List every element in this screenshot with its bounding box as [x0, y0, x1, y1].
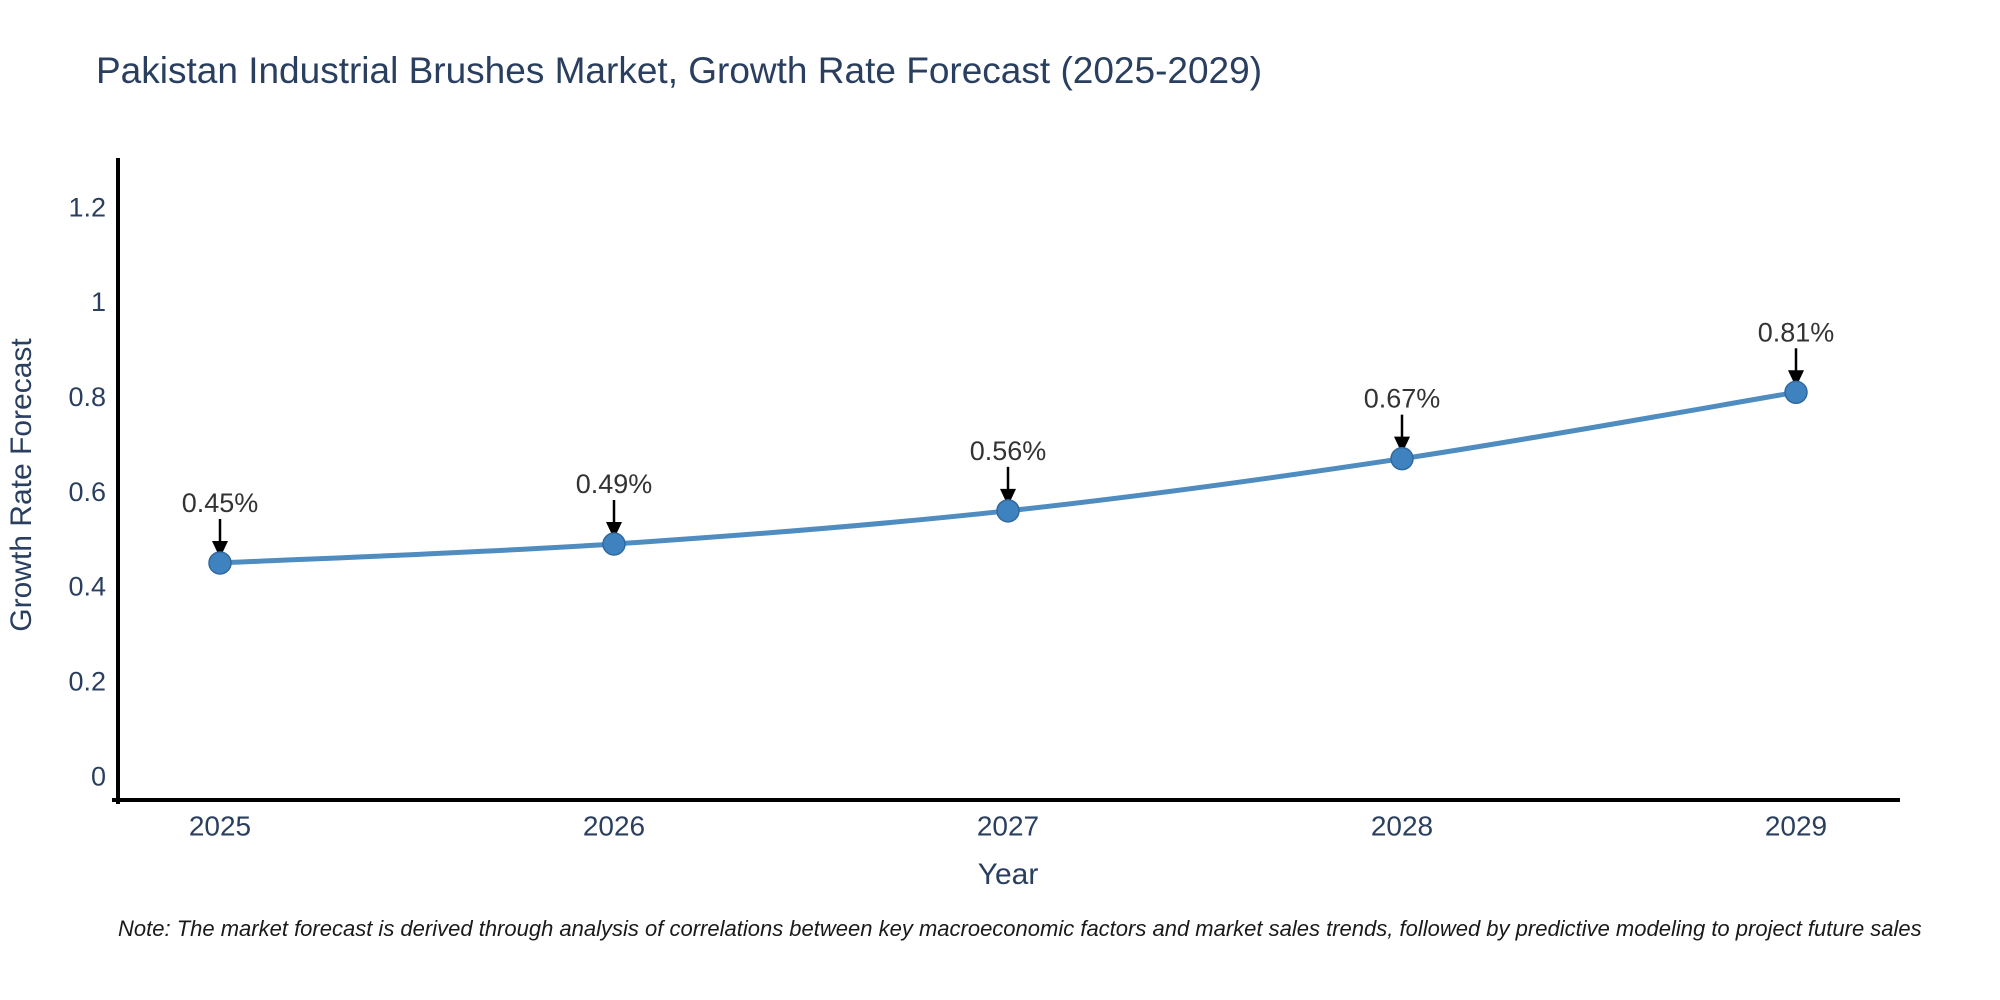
y-tick-label: 1.2	[68, 192, 106, 222]
x-tick-label: 2029	[1765, 811, 1827, 842]
data-point-2026[interactable]	[602, 532, 626, 556]
data-point-2025[interactable]	[208, 551, 232, 575]
point-annotation: 0.81%	[1758, 317, 1835, 347]
y-tick-label: 0.8	[68, 382, 106, 412]
chart-title: Pakistan Industrial Brushes Market, Grow…	[96, 50, 1263, 91]
y-tick-label: 1	[91, 287, 106, 317]
y-tick-label: 0.4	[68, 572, 106, 602]
annotation-arrow-head	[606, 522, 622, 539]
y-tick-label: 0	[91, 761, 106, 791]
point-annotation: 0.56%	[970, 436, 1047, 466]
footnote: Note: The market forecast is derived thr…	[118, 916, 1922, 941]
annotation-arrow-head	[212, 540, 228, 558]
annotation-arrow-head	[1394, 436, 1410, 454]
x-tick-label: 2028	[1371, 811, 1433, 842]
point-annotation: 0.45%	[182, 488, 259, 518]
point-annotation: 0.49%	[576, 469, 653, 499]
data-point-2029[interactable]	[1784, 380, 1808, 405]
x-axis-title: Year	[977, 858, 1039, 891]
y-axis-title: Growth Rate Forecast	[5, 338, 38, 632]
y-tick-label: 0.2	[68, 666, 106, 696]
data-point-2027[interactable]	[996, 499, 1020, 523]
x-tick-label: 2026	[583, 811, 645, 842]
annotation-arrow-head	[1000, 488, 1016, 506]
annotation-arrow-head	[1788, 370, 1804, 388]
data-point-2028[interactable]	[1390, 446, 1414, 471]
x-tick-label: 2027	[977, 811, 1039, 842]
x-tick-label: 2025	[189, 811, 251, 842]
y-tick-label: 0.6	[68, 477, 106, 507]
point-annotation: 0.67%	[1364, 384, 1441, 414]
